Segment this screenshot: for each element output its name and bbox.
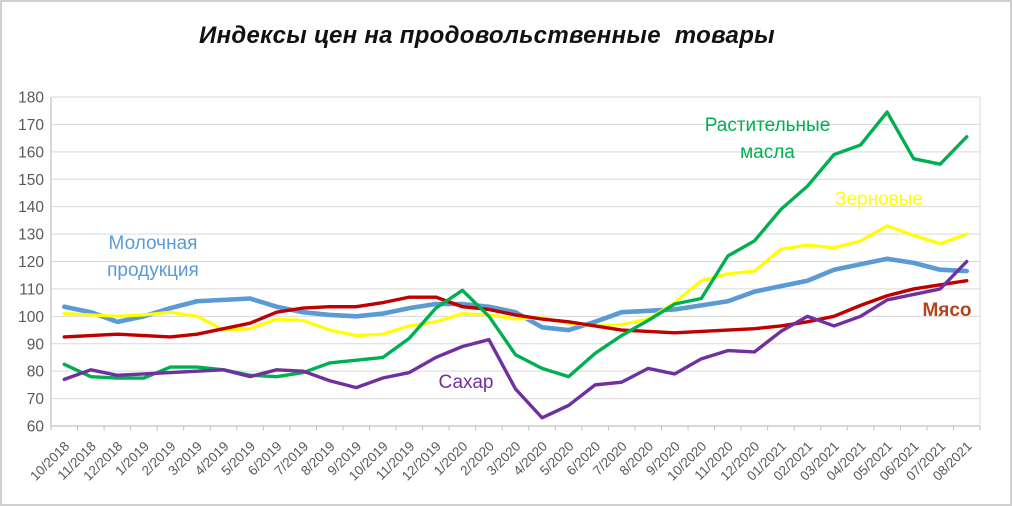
y-tick-label: 160 — [18, 144, 44, 161]
y-tick-label: 100 — [18, 309, 44, 326]
line-sugar — [62, 259, 969, 420]
y-tick-label: 60 — [27, 419, 45, 436]
series-label-vegetable-oils: Растительные масла — [704, 115, 831, 163]
y-tick-label: 70 — [27, 391, 45, 408]
y-tick-label: 80 — [27, 364, 45, 381]
y-tick-label: 180 — [18, 90, 44, 107]
chart-title: Индексы цен на продовольственные товары — [199, 22, 775, 49]
series-label-meat: Мясо — [922, 300, 972, 321]
y-tick-label: 110 — [19, 281, 44, 298]
series-label-sugar: Сахар — [438, 372, 494, 393]
y-tick-label: 170 — [18, 117, 44, 134]
line-dairy — [61, 256, 970, 333]
y-tick-label: 120 — [18, 254, 44, 271]
line-cereals — [62, 224, 969, 338]
y-tick-label: 90 — [27, 336, 45, 353]
series-label-cereals: Зерновые — [835, 189, 923, 210]
y-tick-label: 140 — [18, 199, 44, 216]
y-tick-label: 130 — [18, 227, 44, 244]
series-label-dairy: Молочная продукция — [107, 233, 199, 281]
y-tick-label: 150 — [18, 172, 44, 189]
